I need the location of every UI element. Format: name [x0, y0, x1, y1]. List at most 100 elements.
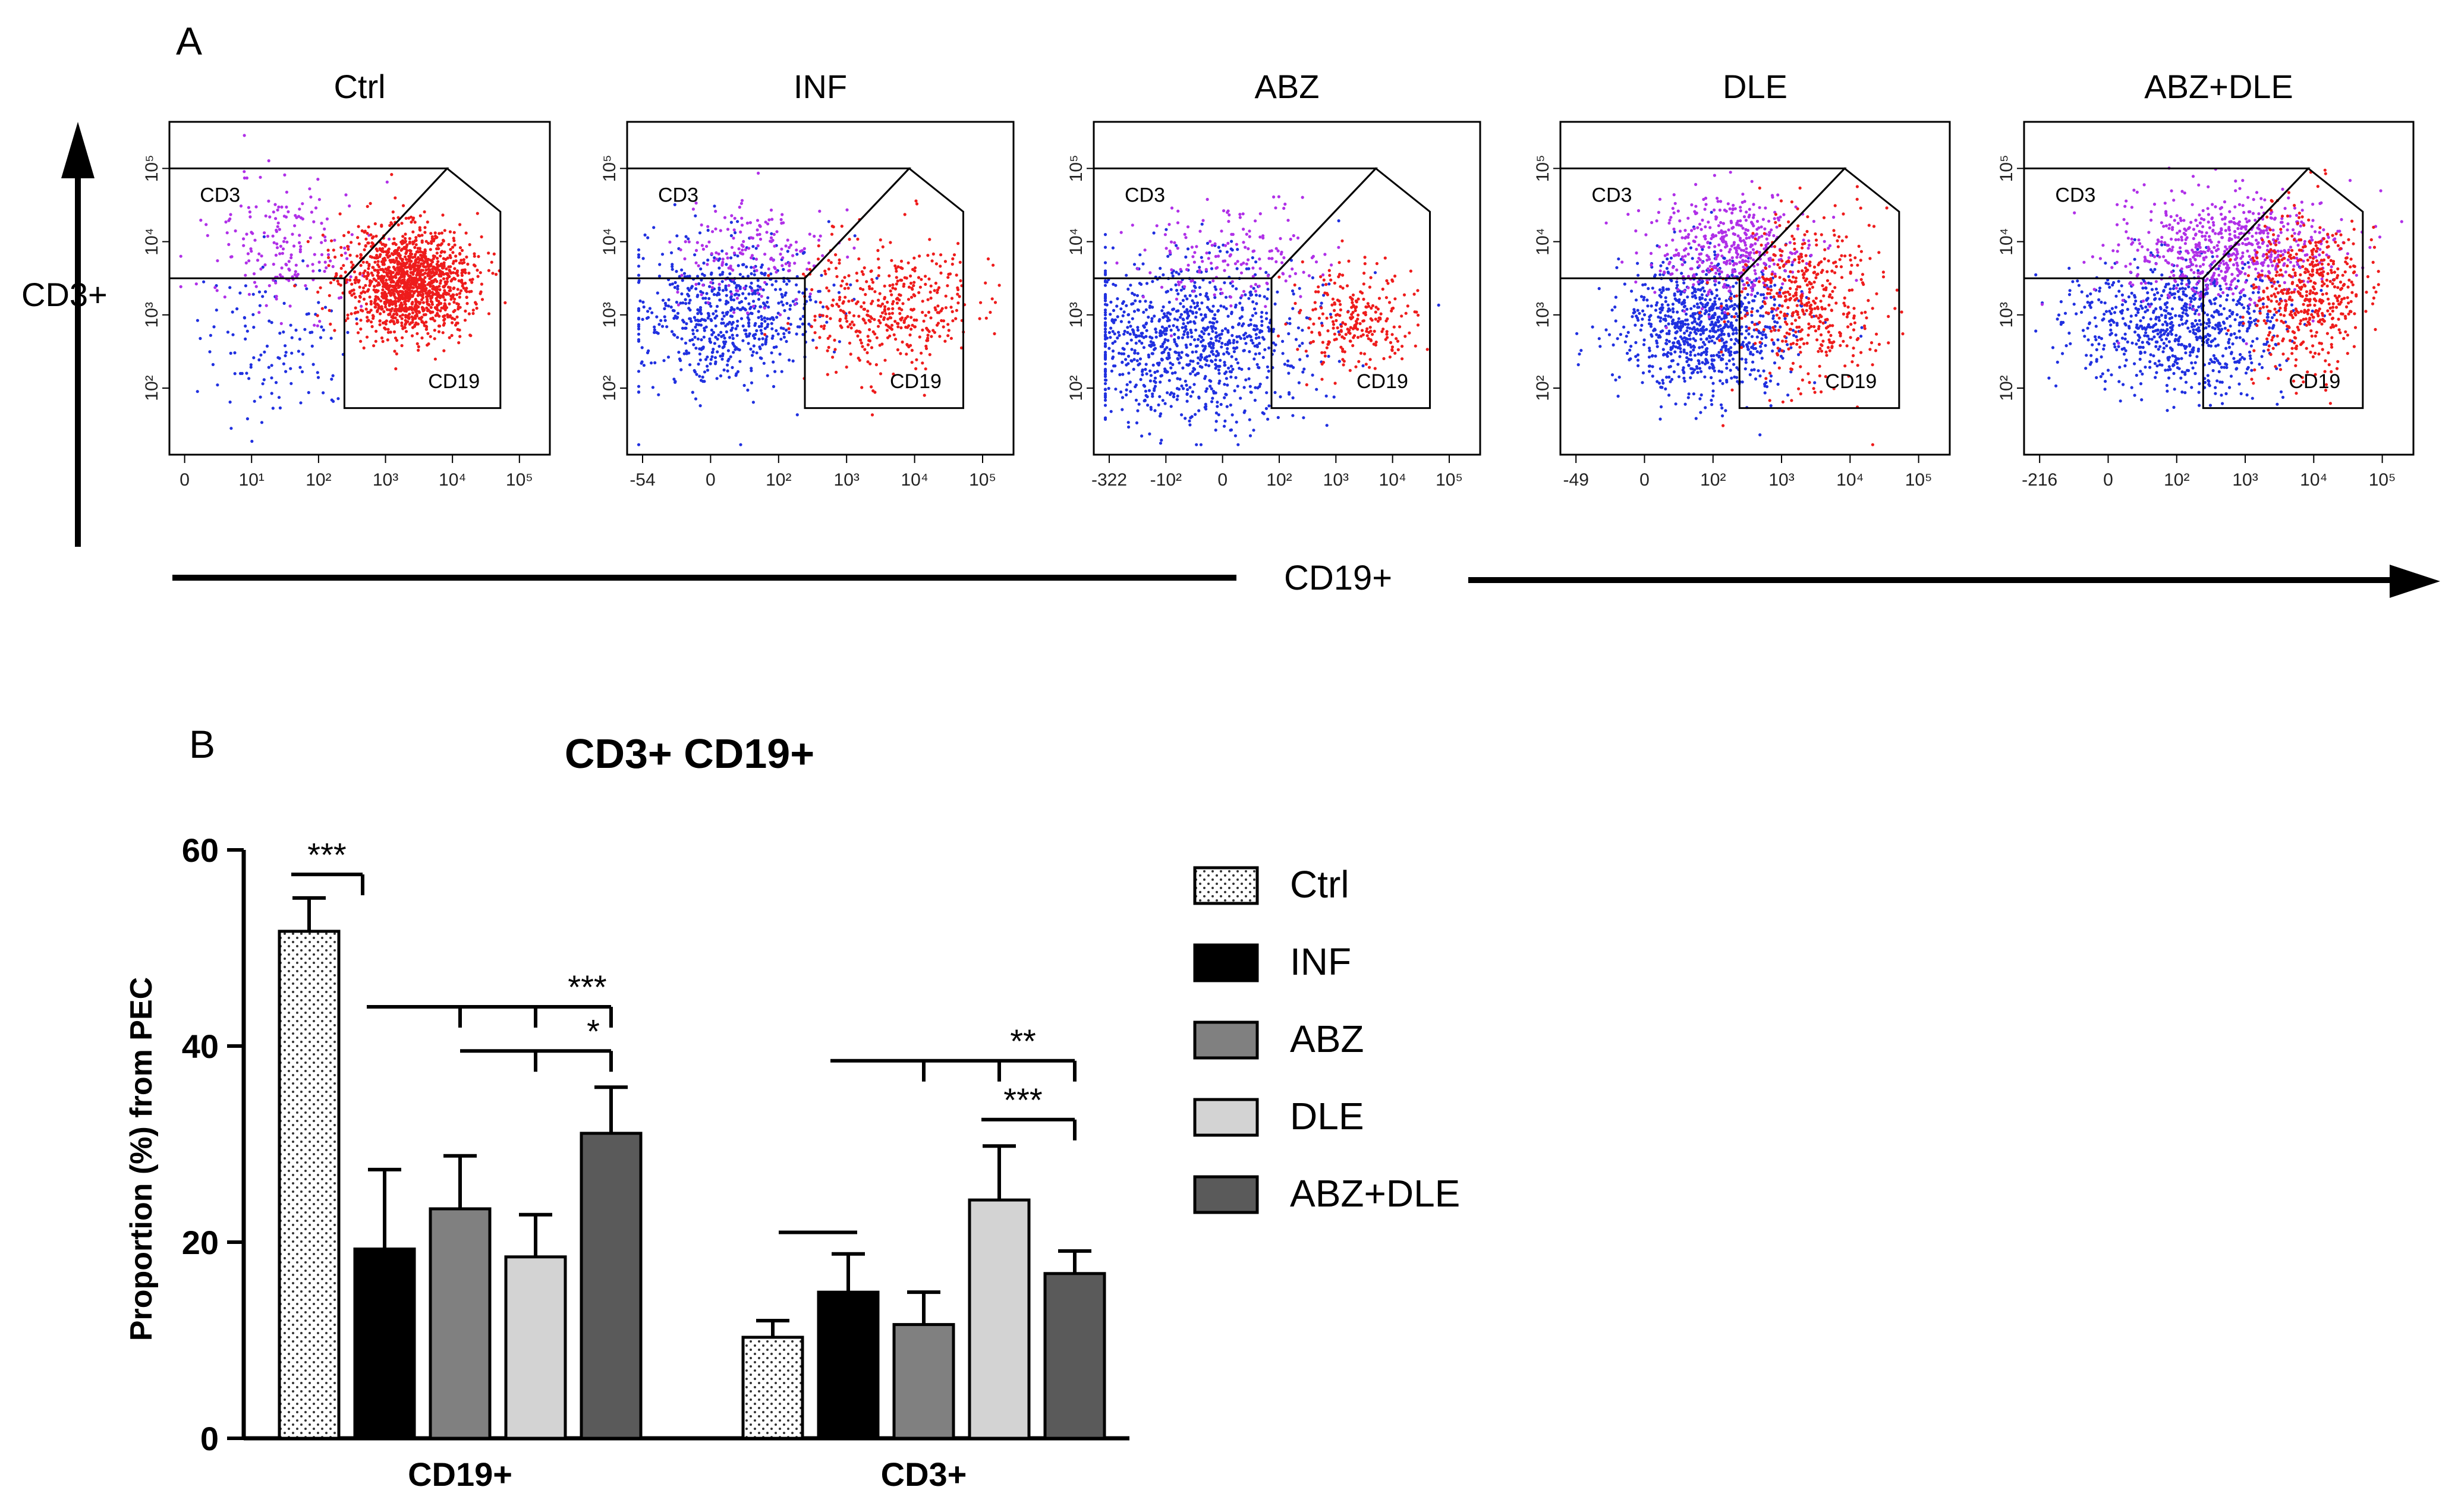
event-dot-blue — [1210, 346, 1213, 349]
event-dot-blue — [1119, 390, 1123, 394]
event-dot-blue — [723, 336, 726, 340]
event-dot-red — [951, 319, 955, 323]
event-dot-red — [376, 263, 380, 267]
event-dot-blue — [1673, 294, 1676, 297]
event-dot-blue — [788, 279, 791, 283]
event-dot-blue — [759, 329, 763, 332]
event-dot-red — [899, 266, 903, 269]
event-dot-red — [905, 352, 908, 356]
event-dot-blue — [1192, 301, 1196, 305]
event-dot-purple — [821, 254, 824, 257]
event-dot-blue — [258, 304, 262, 307]
event-dot-red — [1322, 278, 1326, 282]
event-dot-blue — [322, 328, 325, 332]
event-dot-blue — [1610, 308, 1614, 312]
event-dot-red — [410, 252, 414, 256]
event-dot-red — [373, 256, 376, 260]
event-dot-blue — [781, 303, 785, 307]
event-dot-blue — [1266, 376, 1269, 379]
event-dot-blue — [1103, 355, 1107, 358]
event-dot-purple — [1201, 219, 1205, 222]
event-dot-red — [436, 256, 439, 260]
event-dot-blue — [680, 268, 684, 272]
event-dot-blue — [1192, 383, 1196, 386]
event-dot-purple — [732, 251, 736, 255]
event-dot-blue — [1744, 358, 1748, 361]
event-dot-blue — [1276, 415, 1280, 420]
event-dot-blue — [748, 307, 752, 310]
event-dot-red — [377, 281, 380, 285]
event-dot-blue — [1302, 367, 1306, 371]
event-dot-red — [458, 335, 462, 338]
event-dot-purple — [706, 301, 710, 304]
event-dot-red — [372, 266, 375, 269]
flow-plot-title: DLE — [1723, 68, 1787, 105]
event-dot-blue — [1136, 409, 1140, 412]
event-dot-blue — [1207, 251, 1211, 254]
event-dot-blue — [1169, 288, 1173, 291]
event-dot-blue — [1158, 414, 1162, 418]
event-dot-blue — [1154, 335, 1158, 339]
event-dot-red — [878, 344, 882, 347]
event-dot-blue — [1248, 350, 1251, 354]
event-dot-red — [883, 305, 887, 308]
event-dot-purple — [735, 297, 739, 300]
event-dot-purple — [710, 286, 714, 289]
event-dot-blue — [1168, 348, 1172, 351]
event-dot-red — [418, 316, 423, 320]
event-dot-red — [487, 312, 491, 316]
event-dot-blue — [704, 297, 707, 300]
event-dot-blue — [637, 253, 641, 257]
event-dot-red — [342, 264, 345, 267]
event-dot-blue — [1720, 370, 1724, 374]
event-dot-red — [822, 327, 826, 330]
event-dot-purple — [1276, 249, 1280, 253]
event-dot-red — [914, 199, 918, 203]
x-tick-label: -322 — [1091, 470, 1127, 490]
event-dot-red — [458, 328, 461, 332]
event-dot-red — [394, 196, 397, 200]
event-dot-blue — [752, 257, 756, 260]
event-dot-red — [426, 220, 429, 224]
event-dot-blue — [1267, 327, 1272, 331]
event-dot-red — [446, 313, 449, 317]
event-dot-purple — [1286, 219, 1290, 222]
event-dot-blue — [1169, 405, 1173, 408]
event-dot-red — [430, 235, 434, 238]
event-dot-red — [405, 296, 409, 300]
event-dot-blue — [1103, 313, 1107, 317]
event-dot-blue — [1131, 317, 1134, 320]
event-dot-red — [1340, 239, 1344, 242]
event-dot-blue — [1708, 329, 1712, 333]
event-dot-blue — [671, 264, 674, 269]
event-dot-red — [829, 261, 833, 264]
event-dot-purple — [726, 256, 729, 260]
event-dot-purple — [687, 240, 691, 244]
event-dot-blue — [1216, 405, 1219, 408]
event-dot-blue — [270, 321, 273, 325]
event-dot-blue — [688, 298, 692, 302]
event-dot-blue — [1699, 329, 1703, 332]
event-dot-red — [913, 269, 917, 273]
event-dot-red — [1369, 338, 1373, 342]
event-dot-blue — [704, 301, 708, 305]
event-dot-red — [487, 251, 490, 255]
event-dot-blue — [750, 266, 753, 269]
event-dot-red — [1379, 316, 1382, 320]
event-dot-red — [354, 281, 357, 285]
event-dot-red — [930, 259, 934, 263]
event-dot-blue — [1160, 374, 1164, 377]
event-dot-blue — [736, 370, 740, 374]
event-dot-blue — [320, 325, 323, 329]
event-dot-blue — [1699, 333, 1702, 336]
event-dot-red — [1340, 335, 1344, 339]
event-dot-blue — [1186, 247, 1190, 251]
event-dot-red — [877, 304, 880, 307]
event-dot-blue — [228, 286, 232, 289]
event-dot-blue — [1747, 301, 1751, 304]
event-dot-red — [1374, 343, 1377, 347]
event-dot-red — [424, 291, 428, 295]
event-dot-blue — [735, 324, 739, 328]
event-dot-blue — [1126, 313, 1130, 317]
event-dot-red — [909, 327, 913, 331]
